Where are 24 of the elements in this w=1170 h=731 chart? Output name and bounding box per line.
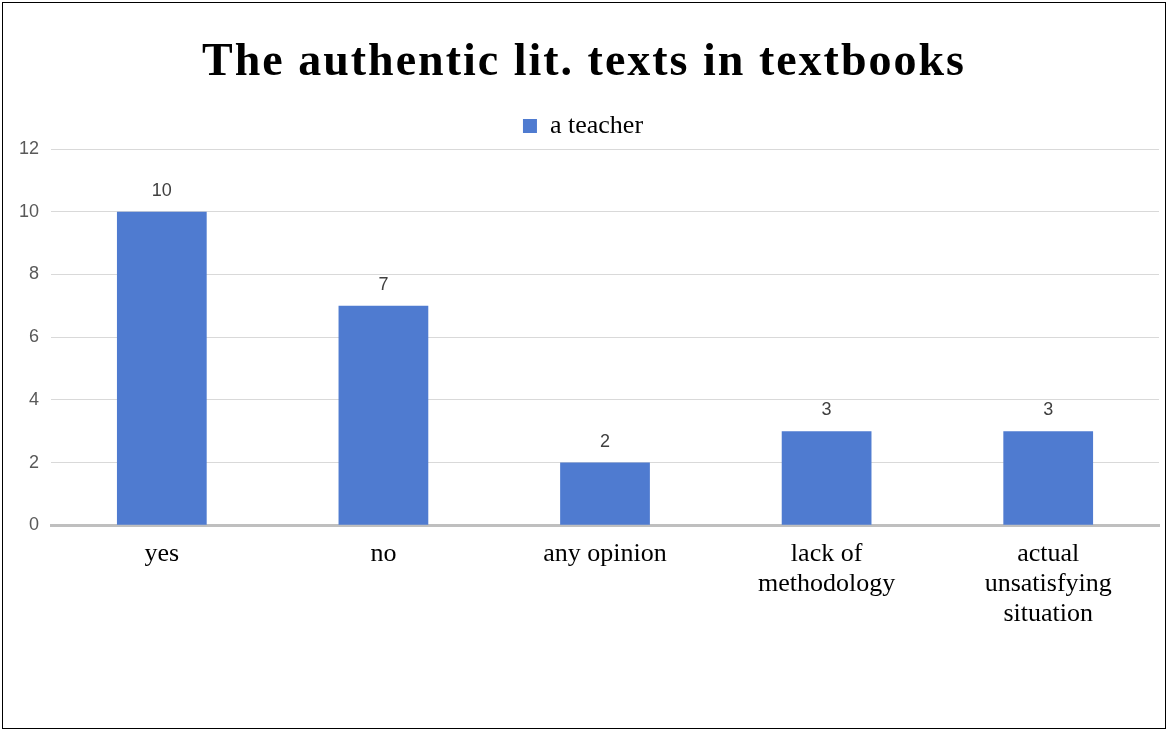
bar: [116, 211, 207, 525]
y-tick-label: 8: [29, 263, 40, 284]
x-tick-label: no: [370, 538, 397, 568]
bar: [560, 462, 650, 525]
y-tick-label: 0: [29, 514, 40, 535]
x-tick-label: actual unsatisfying situation: [984, 538, 1112, 627]
y-tick-label: 10: [18, 200, 40, 221]
y-tick-label: 6: [29, 326, 40, 347]
bar: [781, 431, 872, 525]
x-tick-label: yes: [144, 538, 180, 568]
y-tick-label: 4: [29, 388, 40, 409]
data-label: 3: [821, 399, 832, 420]
bar: [338, 305, 429, 525]
data-label: 2: [600, 430, 611, 451]
data-label: 7: [378, 273, 389, 294]
y-tick-label: 2: [29, 451, 40, 472]
x-tick-label: lack of methodology: [758, 538, 896, 597]
chart-title: The authentic lit. texts in textbooks: [201, 33, 967, 86]
y-tick-label: 12: [18, 137, 40, 158]
x-tick-label: any opinion: [543, 538, 667, 568]
data-label: 3: [1043, 399, 1054, 420]
data-label: 10: [151, 179, 172, 200]
legend-label: a teacher: [549, 109, 644, 139]
bar: [1003, 431, 1094, 525]
